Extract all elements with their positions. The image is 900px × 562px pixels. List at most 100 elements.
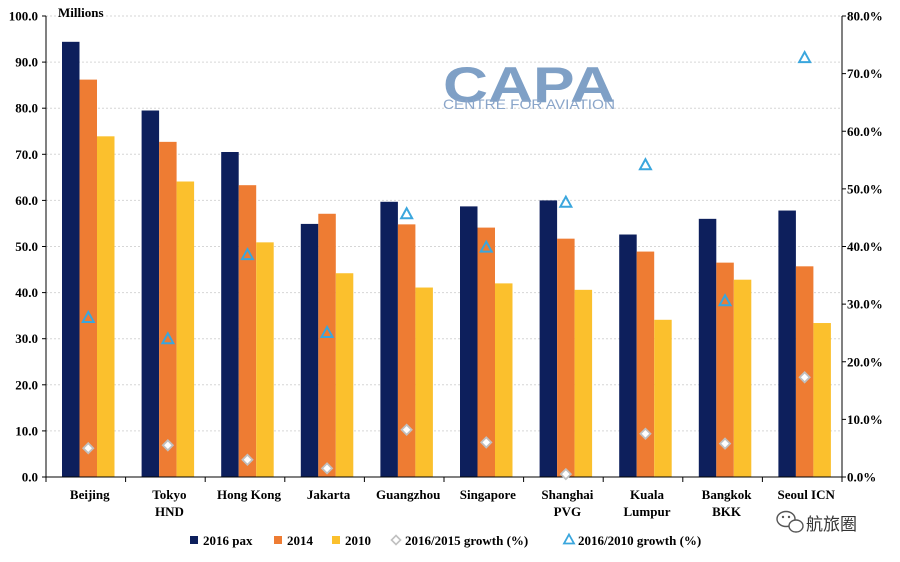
left-tick-label: 10.0 <box>15 423 38 438</box>
triangle-marker <box>160 331 176 345</box>
bar <box>619 234 637 477</box>
bar <box>79 79 97 478</box>
left-tick-label: 100.0 <box>9 9 38 24</box>
unit-label: Millions <box>58 5 104 20</box>
left-tick-label: 40.0 <box>15 285 38 300</box>
bar <box>698 218 717 477</box>
bar <box>813 323 831 477</box>
bar <box>477 227 495 477</box>
diamond-marker <box>639 427 652 441</box>
triangle-marker <box>479 239 494 253</box>
wechat-icon <box>776 510 804 533</box>
diamond-marker <box>81 441 95 455</box>
right-tick-label: 0.0% <box>847 470 876 485</box>
category-label: Beijing <box>70 487 110 502</box>
bar <box>380 201 398 477</box>
triangle-marker <box>240 247 255 261</box>
bar <box>539 200 558 477</box>
category-label: Guangzhou <box>376 487 440 502</box>
category-labels: Beijing Tokyo HND Hong Kong Jakarta Guangzhou… <box>70 487 836 519</box>
left-tick-label: 50.0 <box>15 239 38 254</box>
bar <box>460 206 478 477</box>
diamond-marker <box>479 436 493 449</box>
right-tick-label: 40.0% <box>847 239 883 254</box>
category-label: PVG <box>554 504 581 519</box>
right-tick-label: 80.0% <box>847 9 883 24</box>
category-label: Kuala <box>630 487 664 502</box>
bar <box>238 185 257 477</box>
bar <box>574 289 593 477</box>
markers <box>81 49 812 481</box>
category-label: Tokyo <box>152 487 186 502</box>
wechat-account-name: 航旅圈 <box>806 515 857 535</box>
category-label: BKK <box>712 504 742 519</box>
legend-swatch <box>190 536 198 544</box>
left-tick-label: 0.0 <box>22 470 38 485</box>
bar <box>778 210 796 478</box>
bar <box>256 242 274 477</box>
category-label: Shanghai <box>541 487 593 502</box>
left-tick-label: 20.0 <box>15 377 38 392</box>
left-tick-label: 70.0 <box>15 147 38 162</box>
bar <box>495 283 513 477</box>
triangle-marker <box>399 206 414 220</box>
legend-label: 2010 <box>345 533 371 548</box>
left-tick-label: 80.0 <box>15 101 38 116</box>
category-label: Seoul ICN <box>777 487 835 502</box>
wechat-badge: 航旅圈 <box>776 510 857 535</box>
triangle-marker <box>717 293 733 307</box>
capa-logo: CAPA <box>443 57 615 113</box>
diamond-marker <box>241 453 254 466</box>
category-label: Lumpur <box>624 504 671 519</box>
right-tick-label: 50.0% <box>847 181 883 196</box>
right-tick-label: 20.0% <box>847 354 883 369</box>
bar <box>557 238 575 477</box>
left-tick-label: 30.0 <box>15 331 38 346</box>
triangle-marker <box>558 194 574 208</box>
bar <box>415 287 433 477</box>
bar <box>716 262 734 477</box>
bar <box>300 223 319 477</box>
diamond-marker <box>798 371 811 384</box>
legend: 2016 pax 2014 2010 2016/2015 growth (%) 2016… <box>190 532 701 548</box>
left-axis-ticks: 0.0 10.0 20.0 30.0 40.0 50.0 60.0 70.0 80.0 90.0 1… <box>9 9 38 485</box>
bar <box>176 181 195 477</box>
legend-label: 2014 <box>287 533 314 548</box>
diamond-marker <box>320 462 334 475</box>
legend-swatch <box>274 536 282 544</box>
legend-swatch <box>332 536 340 544</box>
left-tick-label: 60.0 <box>15 193 38 208</box>
bar <box>318 213 336 478</box>
bar <box>335 273 354 477</box>
bar <box>636 251 655 477</box>
capa-tagline: CENTRE FOR AVIATION <box>443 96 615 112</box>
bar <box>733 279 752 477</box>
bar <box>654 319 672 477</box>
legend-label: 2016/2015 growth (%) <box>405 533 528 548</box>
diamond-marker <box>400 423 413 437</box>
bar <box>221 151 239 477</box>
diamond-marker <box>718 437 732 450</box>
diamond-marker <box>161 439 175 452</box>
bar <box>141 110 160 477</box>
triangle-marker <box>81 309 96 323</box>
triangle-marker <box>638 157 653 171</box>
category-label: Jakarta <box>307 487 351 502</box>
right-axis-ticks: 0.0% 10.0% 20.0% 30.0% 40.0% 50.0% 60.0% 70.0% 8… <box>847 9 883 485</box>
category-label: Hong Kong <box>217 487 281 502</box>
triangle-marker <box>319 324 335 338</box>
right-tick-label: 10.0% <box>847 412 883 427</box>
category-label: Singapore <box>460 487 516 502</box>
legend-triangle-marker <box>562 532 576 545</box>
legend-diamond-marker <box>390 534 402 546</box>
axes <box>42 15 846 482</box>
diamond-marker <box>559 467 573 481</box>
legend-label: 2016/2010 growth (%) <box>578 533 701 548</box>
bar <box>62 41 80 477</box>
right-tick-label: 70.0% <box>847 66 883 81</box>
category-label: Bangkok <box>702 487 753 502</box>
capa-watermark: CAPA CENTRE FOR AVIATION <box>443 57 615 113</box>
right-tick-label: 60.0% <box>847 124 883 139</box>
right-tick-label: 30.0% <box>847 297 883 312</box>
